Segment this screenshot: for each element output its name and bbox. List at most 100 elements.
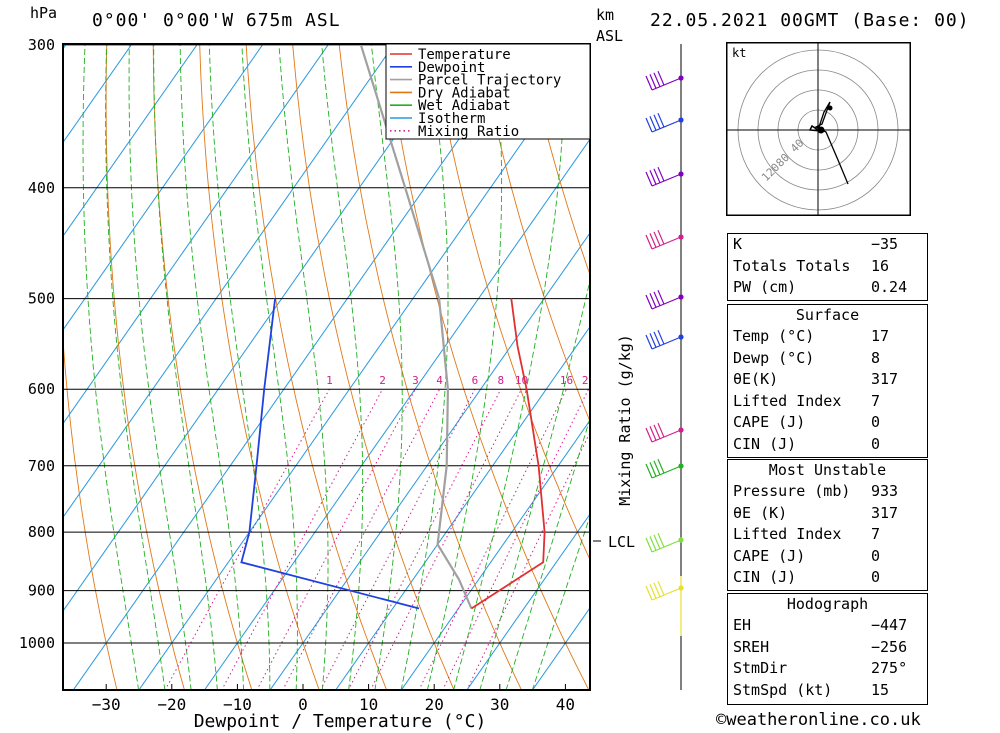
dry-adiabat-line xyxy=(105,44,185,690)
indices-box: K −35 Totals Totals 16 PW (cm) 0.24 xyxy=(727,233,928,301)
wind-barb xyxy=(645,458,682,479)
mixing-ratio-label: 1 xyxy=(326,374,333,387)
wind-barb xyxy=(645,580,682,601)
legend-label: Isotherm xyxy=(418,111,485,127)
mixing-ratio-label: 3 xyxy=(412,374,419,387)
mixing-ratio-label: 8 xyxy=(498,374,505,387)
hodograph-stat-label: SREH xyxy=(733,637,770,656)
isotherm-line xyxy=(400,419,590,690)
most-unstable-label: Lifted Index xyxy=(733,525,842,543)
pressure-tick-label: 300 xyxy=(28,36,55,54)
isotherm-line xyxy=(63,44,395,519)
hodograph-stat-value: 15 xyxy=(871,680,890,699)
dry-adiabat-line xyxy=(63,333,118,690)
most-unstable-value: 7 xyxy=(871,525,881,543)
dry-adiabat-line xyxy=(928,11,1000,691)
dewpoint-line xyxy=(240,298,420,610)
wind-barb xyxy=(645,532,682,553)
legend-label: Parcel Trajectory xyxy=(418,73,561,89)
surface-row: Lifted Index 7 xyxy=(728,391,927,413)
wind-barb xyxy=(645,229,682,250)
dry-adiabat-line xyxy=(524,44,590,277)
pressure-tick-label: 400 xyxy=(28,179,55,197)
surface-label: θE(K) xyxy=(733,370,779,388)
most-unstable-label: CIN (J) xyxy=(733,568,797,586)
hodograph-stat-label: EH xyxy=(733,616,752,634)
index-label: K xyxy=(733,235,743,253)
most-unstable-value: 0 xyxy=(871,568,881,586)
dry-adiabat-line xyxy=(199,44,320,690)
index-value: 0.24 xyxy=(871,278,908,296)
hodograph-stat-label: StmSpd (kt) xyxy=(733,680,833,699)
most-unstable-row: CIN (J) 0 xyxy=(728,567,927,589)
most-unstable-row: Pressure (mb) 933 xyxy=(728,481,927,503)
mixing-ratio-label: 4 xyxy=(436,374,443,387)
index-row: K −35 xyxy=(728,234,927,256)
hodograph-stat-value: 275° xyxy=(871,659,908,677)
surface-value: 7 xyxy=(871,391,881,410)
x-tick-label: −20 xyxy=(157,695,186,714)
index-label: PW (cm) xyxy=(733,278,797,296)
most-unstable-value: 317 xyxy=(871,503,899,522)
mixing-ratio-label: 20 xyxy=(582,374,595,387)
km-label: km xyxy=(596,6,615,24)
dry-adiabat-line xyxy=(478,44,590,423)
parcel-trajectory-line xyxy=(359,44,473,609)
hodograph-stat-row: StmSpd (kt) 15 xyxy=(728,680,927,702)
legend-label: Dewpoint xyxy=(418,60,485,76)
plot-frame xyxy=(62,43,591,691)
isotherm-line xyxy=(63,44,133,144)
surface-label: Temp (°C) xyxy=(733,327,815,345)
surface-label: Dewp (°C) xyxy=(733,348,815,367)
legend-label: Wet Adiabat xyxy=(418,98,511,114)
hodograph-stat-value: −256 xyxy=(871,637,908,656)
wet-adiabat-line xyxy=(479,278,590,690)
mixing-ratio-label: 16 xyxy=(560,374,573,387)
dry-adiabat-line xyxy=(245,44,388,690)
wet-adiabat-line xyxy=(370,44,403,690)
pressure-tick-label: 800 xyxy=(28,523,55,541)
surface-value: 0 xyxy=(871,434,881,453)
surface-row: θE(K) 317 xyxy=(728,369,927,391)
wind-barb xyxy=(645,329,682,350)
most-unstable-box: Most Unstable Pressure (mb) 933 θE (K) 317 L… xyxy=(727,459,928,591)
most-unstable-row: CAPE (J) 0 xyxy=(728,546,927,568)
surface-row: CIN (J) 0 xyxy=(728,434,927,456)
pressure-tick-label: 900 xyxy=(28,582,55,600)
dry-adiabat-line xyxy=(385,44,590,690)
datetime-title: 22.05.2021 00GMT (Base: 00) xyxy=(650,10,970,31)
hodograph-stats-box: Hodograph EH −447 SREH −256 StmDir 275° StmSpd… xyxy=(727,593,928,705)
isotherm-line xyxy=(269,232,590,690)
pressure-tick-label: 500 xyxy=(28,290,55,308)
hodograph-stat-row: EH −447 xyxy=(728,615,927,637)
surface-row: CAPE (J) 0 xyxy=(728,412,927,434)
surface-row: Temp (°C) 17 xyxy=(728,326,927,348)
wind-barb xyxy=(645,289,682,310)
mixing-ratio-line xyxy=(282,388,441,690)
wet-adiabat-line xyxy=(153,44,218,690)
wind-barb xyxy=(645,422,682,443)
isotherm-line xyxy=(0,11,24,691)
lcl-label: LCL xyxy=(608,533,635,551)
x-tick-label: 40 xyxy=(556,695,575,714)
mixing-ratio-line xyxy=(256,388,416,690)
dry-adiabat-line xyxy=(974,11,1000,691)
index-label: Totals Totals xyxy=(733,256,851,275)
index-row: PW (cm) 0.24 xyxy=(728,277,927,299)
legend-label: Dry Adiabat xyxy=(418,85,511,101)
dry-adiabat-line xyxy=(292,44,455,690)
mixing-ratio-label: 2 xyxy=(379,374,386,387)
wet-adiabat-line xyxy=(179,44,245,690)
surface-value: 8 xyxy=(871,348,881,367)
copyright-link[interactable]: ©weatheronline.co.uk xyxy=(716,710,921,730)
legend-label: Mixing Ratio xyxy=(418,124,519,140)
wet-adiabat-line xyxy=(241,44,298,690)
pressure-unit-label: hPa xyxy=(30,4,58,22)
x-tick-label: −30 xyxy=(92,695,121,714)
hodograph-stat-value: −447 xyxy=(871,616,908,634)
wet-adiabat-line xyxy=(426,44,503,690)
isotherm-line xyxy=(63,44,330,425)
wind-barbs xyxy=(645,70,684,636)
wet-adiabat-line xyxy=(128,44,192,690)
most-unstable-label: Pressure (mb) xyxy=(733,482,851,500)
